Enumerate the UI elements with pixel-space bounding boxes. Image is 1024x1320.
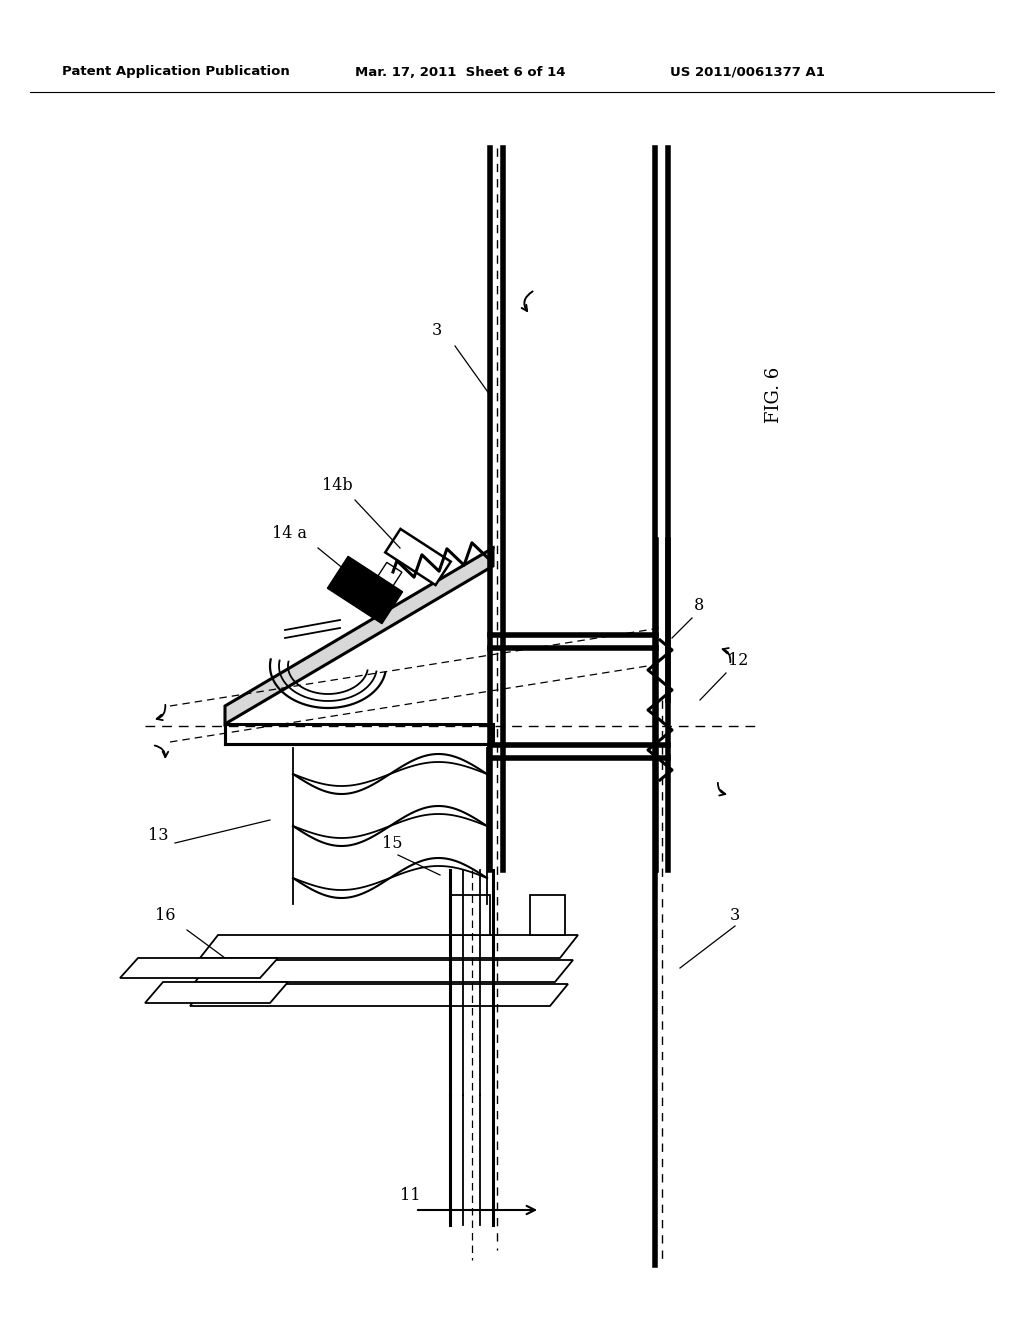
Polygon shape (530, 895, 565, 935)
Text: 3: 3 (432, 322, 442, 339)
Text: 11: 11 (400, 1187, 421, 1204)
FancyArrowPatch shape (157, 705, 165, 721)
Text: Patent Application Publication: Patent Application Publication (62, 66, 290, 78)
Polygon shape (385, 529, 451, 585)
Polygon shape (195, 960, 573, 982)
FancyArrowPatch shape (521, 292, 532, 312)
Polygon shape (190, 983, 568, 1006)
Polygon shape (328, 556, 402, 623)
Text: 14b: 14b (322, 477, 352, 494)
Text: Mar. 17, 2011  Sheet 6 of 14: Mar. 17, 2011 Sheet 6 of 14 (355, 66, 565, 78)
FancyArrowPatch shape (723, 648, 730, 663)
Text: 3: 3 (730, 907, 740, 924)
Text: 13: 13 (148, 828, 169, 843)
Polygon shape (378, 562, 401, 586)
Polygon shape (120, 958, 278, 978)
Polygon shape (225, 548, 493, 723)
Text: 12: 12 (728, 652, 749, 669)
Text: 15: 15 (382, 836, 402, 851)
Text: 8: 8 (694, 597, 705, 614)
Text: FIG. 6: FIG. 6 (765, 367, 783, 424)
Polygon shape (225, 723, 493, 744)
Text: US 2011/0061377 A1: US 2011/0061377 A1 (670, 66, 825, 78)
Polygon shape (200, 935, 578, 958)
Polygon shape (145, 982, 288, 1003)
Polygon shape (450, 895, 490, 935)
FancyArrowPatch shape (155, 746, 168, 758)
FancyArrowPatch shape (718, 783, 725, 796)
Text: 16: 16 (155, 907, 175, 924)
Text: 14 a: 14 a (272, 525, 307, 543)
